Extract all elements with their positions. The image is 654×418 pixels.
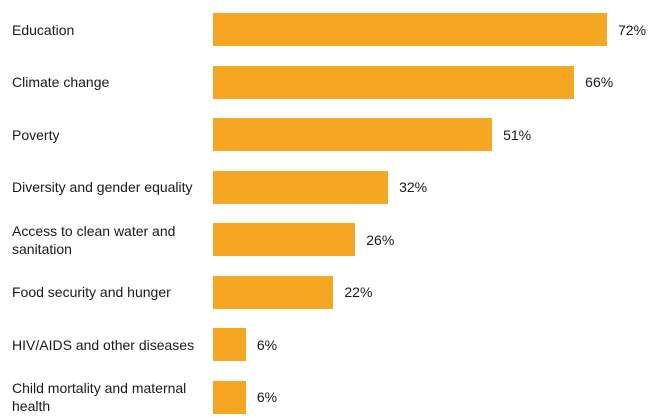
bar [213,65,575,99]
category-label: Diversity and gender equality [12,179,193,195]
category-label: Poverty [12,126,60,143]
value-label: 6% [256,389,278,405]
bar [213,380,246,414]
bar [213,118,493,151]
value-label: 72% [618,21,647,38]
value-label: 51% [503,126,532,143]
bar [213,275,334,309]
bar [213,170,389,204]
category-label: Climate change [12,74,110,90]
value-label: 32% [399,179,428,195]
bar [213,13,607,46]
bar [213,328,246,361]
category-label: Access to clean water and sanitation [12,222,176,257]
value-label: 6% [256,336,278,353]
bar [213,223,356,256]
category-label: Child mortality and maternal health [12,380,187,414]
value-label: 26% [366,231,395,248]
category-label: HIV/AIDS and other diseases [12,336,195,353]
value-label: 66% [585,74,614,90]
value-label: 22% [344,284,373,300]
category-label: Education [12,21,75,38]
category-label: Food security and hunger [12,284,171,300]
